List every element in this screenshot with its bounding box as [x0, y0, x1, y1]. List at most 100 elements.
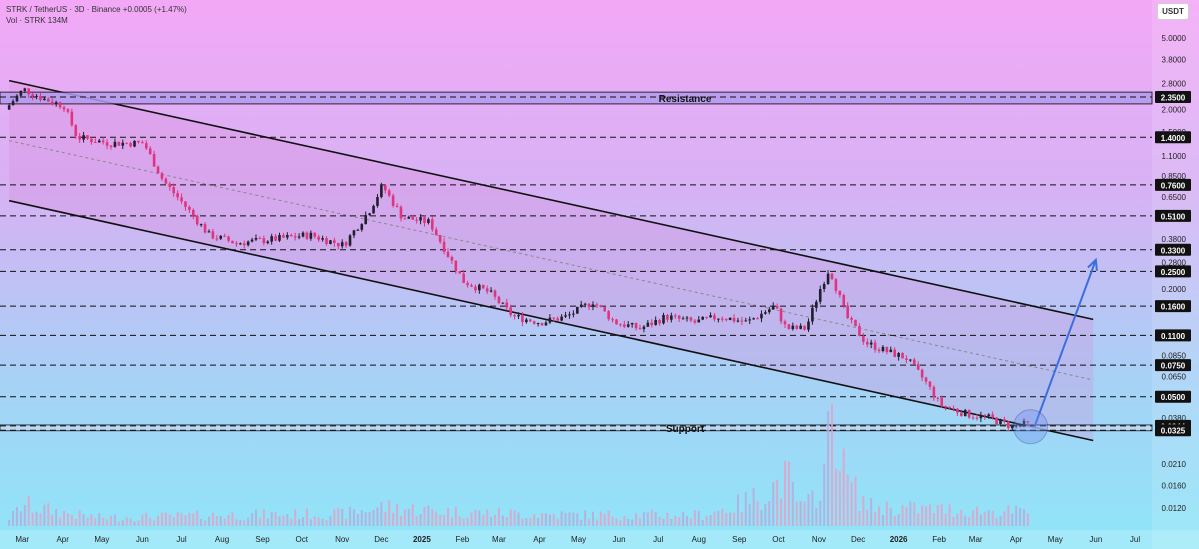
volume-bar	[595, 519, 598, 526]
y-axis: 5.0000 3.8000 2.8000 2.0000 1.5000 1.1000 0.85…	[1162, 34, 1187, 513]
candle-body	[532, 321, 536, 324]
volume-bar	[1011, 513, 1014, 526]
candle	[470, 283, 473, 288]
candle-body	[282, 234, 285, 238]
candle	[258, 236, 262, 240]
candle-body	[372, 205, 375, 214]
volume-bar	[862, 496, 865, 526]
candle-body	[705, 316, 708, 318]
candle-body	[803, 325, 806, 330]
candle	[156, 165, 160, 174]
x-tick-label: 2025	[413, 535, 431, 544]
volume-bar	[235, 519, 238, 526]
candle-body	[685, 317, 689, 319]
candle	[932, 385, 936, 401]
volume-bar	[952, 516, 955, 526]
candle	[936, 396, 940, 402]
candle	[329, 239, 332, 245]
candle	[956, 408, 959, 417]
volume-bar	[313, 516, 316, 526]
volume-bar	[454, 506, 457, 526]
volume-bar	[360, 510, 363, 526]
candle	[58, 101, 62, 110]
x-tick-label: Dec	[374, 535, 388, 544]
volume-bar	[576, 513, 579, 526]
candle	[431, 216, 434, 232]
candle	[568, 311, 571, 319]
candle-body	[728, 317, 732, 321]
volume-bar	[482, 515, 485, 526]
volume-bar	[713, 511, 716, 526]
candle	[764, 310, 767, 315]
candle	[952, 405, 955, 412]
level-1.4000: 1.4000	[0, 131, 1191, 144]
candle-body	[180, 197, 183, 202]
x-tick-label: Sep	[255, 535, 270, 544]
volume-bar	[215, 516, 218, 526]
level-0.1600: 0.1600	[0, 300, 1191, 313]
candle-body	[513, 315, 516, 317]
candle	[66, 108, 70, 114]
candle-body	[889, 349, 893, 353]
volume-bar	[251, 513, 254, 526]
candle	[893, 347, 896, 358]
candle	[113, 138, 117, 148]
candle	[254, 234, 258, 242]
candle-body	[642, 326, 646, 330]
candle-body	[442, 241, 446, 252]
volume-bar	[1019, 508, 1022, 526]
candle	[940, 395, 944, 408]
candle-body	[995, 417, 998, 424]
x-tick-label: Oct	[295, 535, 308, 544]
candle	[897, 352, 900, 361]
candle	[442, 238, 446, 255]
volume-bar	[999, 515, 1002, 526]
volume-bar	[298, 519, 301, 526]
volume-bar	[987, 510, 990, 526]
volume-bar	[129, 518, 132, 526]
channel-midline	[9, 140, 1094, 381]
volume-bar	[309, 519, 312, 526]
volume-bar	[580, 519, 583, 526]
candle-body	[144, 143, 148, 149]
x-axis: Mar Apr May Jun Jul Aug Sep Oct Nov Dec 2025 Feb Mar…	[0, 530, 1199, 549]
candle	[912, 357, 916, 365]
candle	[172, 183, 176, 197]
candle	[576, 306, 579, 314]
candle-body	[1007, 421, 1010, 429]
candle-body	[505, 302, 509, 308]
candle	[521, 312, 524, 327]
candle	[560, 314, 563, 322]
currency-button[interactable]: USDT	[1157, 3, 1189, 20]
candle-body	[756, 318, 759, 320]
candle	[309, 230, 313, 241]
volume-bar	[1023, 509, 1025, 526]
x-tick-label: Jul	[653, 535, 663, 544]
y-tick-label: 0.0650	[1162, 372, 1187, 381]
candle-body	[744, 320, 748, 322]
volume-bar	[27, 496, 30, 526]
candle-body	[1003, 419, 1006, 422]
candle-body	[305, 232, 309, 239]
candle-body	[403, 218, 407, 220]
candle	[1018, 424, 1022, 428]
volume-bar	[893, 515, 896, 526]
candle-body	[603, 307, 607, 312]
volume-bar	[399, 515, 402, 526]
volume-bar	[125, 517, 128, 526]
candle-body	[133, 140, 136, 147]
candle-body	[462, 273, 465, 283]
volume-bar	[783, 460, 786, 526]
candle	[544, 320, 548, 326]
candle	[615, 318, 618, 325]
candle-body	[568, 314, 571, 316]
candle-body	[246, 241, 250, 246]
candle-body	[160, 173, 164, 179]
y-tick-label: 2.8000	[1162, 79, 1187, 88]
volume-bar	[697, 511, 700, 526]
candle-body	[709, 315, 712, 318]
candle-body	[611, 319, 614, 321]
y-tick-label: 2.0000	[1162, 106, 1187, 115]
volume-bar	[811, 490, 814, 526]
